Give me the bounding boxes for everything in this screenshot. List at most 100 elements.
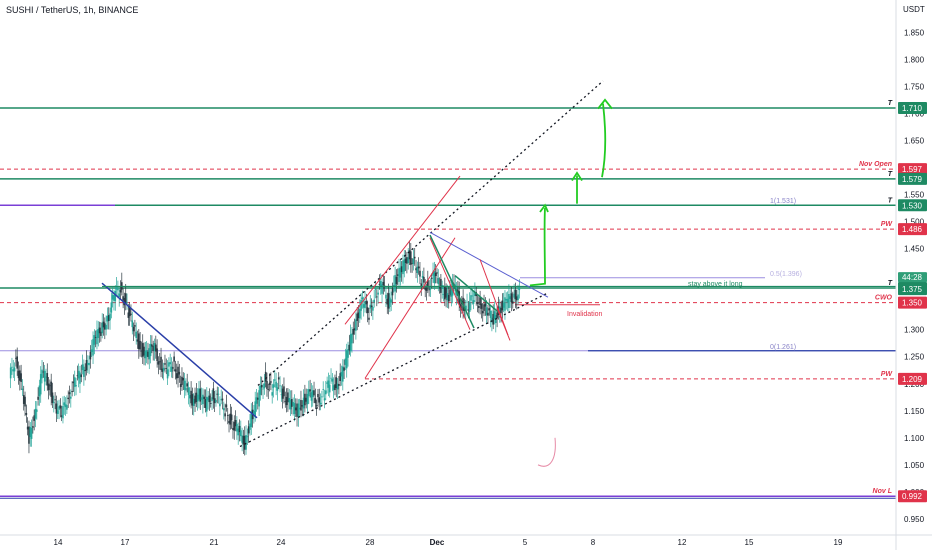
- candle-body: [386, 298, 389, 305]
- candle-body: [377, 292, 379, 295]
- candle-body: [308, 389, 310, 397]
- candle-body: [258, 390, 260, 407]
- candle-body: [360, 300, 362, 311]
- candle-body: [399, 267, 402, 278]
- candle-body: [199, 388, 202, 402]
- time-tick-label: 12: [678, 538, 687, 547]
- candle-body: [204, 399, 207, 408]
- candle-body: [47, 383, 50, 391]
- candle-body: [517, 294, 519, 301]
- candle-body: [51, 392, 54, 403]
- time-axis[interactable]: 14 17 21 24 28 Dec 5 8 12 15 19: [0, 534, 932, 547]
- freehand-stroke: [537, 437, 556, 467]
- candle-body: [19, 370, 21, 381]
- candle-body: [165, 368, 168, 369]
- price-badge-label: 1.597: [902, 165, 923, 174]
- candle-body: [139, 340, 141, 350]
- price-tick-label: 1.500: [904, 218, 925, 227]
- candle-body: [410, 251, 412, 265]
- candle-body: [450, 286, 453, 297]
- level-label: T: [888, 171, 893, 178]
- candle-body: [54, 399, 56, 401]
- candle-body: [28, 426, 30, 444]
- candle-body: [416, 266, 419, 274]
- channel-line: [429, 237, 471, 330]
- candle-body: [96, 330, 98, 345]
- candle-body: [311, 390, 314, 398]
- candle-body: [88, 362, 90, 366]
- candle-body: [138, 333, 140, 350]
- candle-body: [504, 297, 506, 311]
- candle-body: [370, 305, 373, 308]
- candle-body: [147, 351, 149, 358]
- candle-body: [157, 361, 160, 365]
- level-label: Nov L: [873, 488, 892, 495]
- annotation-text: stay above it long: [688, 281, 743, 288]
- candle-body: [267, 389, 270, 390]
- plot-area[interactable]: T Nov Open T T PW T CWO PW Nov L 1(1.531) 0.5(1.39…: [0, 80, 896, 499]
- candle-body: [297, 403, 300, 418]
- fib-label: 1(1.531): [770, 198, 796, 205]
- candle-body: [446, 293, 449, 301]
- candle-body: [411, 263, 413, 265]
- candle-body: [429, 287, 432, 290]
- candle-body: [243, 435, 246, 450]
- candle-body: [506, 298, 509, 303]
- candle-body: [325, 390, 327, 395]
- time-tick-label: 17: [121, 538, 130, 547]
- price-badge: [898, 490, 927, 503]
- candle-body: [419, 270, 421, 277]
- candle-body: [413, 256, 416, 259]
- candle-body: [79, 372, 81, 384]
- candle-body: [245, 434, 247, 450]
- time-tick-label: 14: [54, 538, 63, 547]
- level-label: T: [888, 197, 893, 204]
- candle-body: [502, 302, 505, 308]
- candle-body: [113, 294, 115, 301]
- candle-body: [264, 371, 267, 382]
- candle-body: [174, 369, 177, 372]
- candle-body: [396, 274, 399, 276]
- level-label: Nov Open: [859, 161, 892, 168]
- candle-body: [254, 401, 256, 416]
- candle-body: [444, 286, 446, 300]
- candle-body: [92, 339, 94, 356]
- candle-body: [498, 306, 501, 314]
- candle-body: [123, 297, 126, 306]
- candle-body: [400, 266, 403, 273]
- candle-body: [364, 300, 366, 309]
- candle-body: [213, 398, 216, 404]
- candle-body: [378, 283, 381, 285]
- candle-body: [219, 403, 221, 407]
- candle-body: [71, 390, 73, 393]
- candle-body: [471, 295, 474, 297]
- candle-body: [292, 401, 294, 406]
- candle-body: [338, 383, 340, 386]
- price-tick-label: 1.850: [904, 28, 925, 37]
- candle-body: [206, 396, 208, 412]
- candle-body: [220, 399, 222, 401]
- candle-body: [423, 276, 425, 283]
- candle-body: [190, 390, 192, 404]
- price-axis[interactable]: 1.8501.8001.7501.7001.6501.6001.5501.500…: [895, 0, 927, 550]
- level-label: PW: [881, 221, 894, 228]
- candle-body: [376, 296, 378, 298]
- fib-label: 0.5(1.396): [770, 271, 802, 278]
- candle-body: [412, 258, 415, 265]
- projection-path: [529, 207, 546, 287]
- candle-body: [430, 277, 433, 279]
- candle-body: [349, 334, 352, 352]
- candle-body: [372, 306, 374, 311]
- candle-body: [433, 271, 436, 284]
- annotation-text: Invalidation: [567, 311, 603, 318]
- candle-body: [30, 427, 33, 439]
- candle-body: [515, 296, 518, 301]
- candle-body: [223, 408, 225, 411]
- candle-body: [9, 367, 12, 379]
- candle-body: [513, 293, 515, 298]
- candle-body: [170, 366, 173, 372]
- candle-body: [75, 385, 77, 387]
- level-label: T: [888, 100, 893, 107]
